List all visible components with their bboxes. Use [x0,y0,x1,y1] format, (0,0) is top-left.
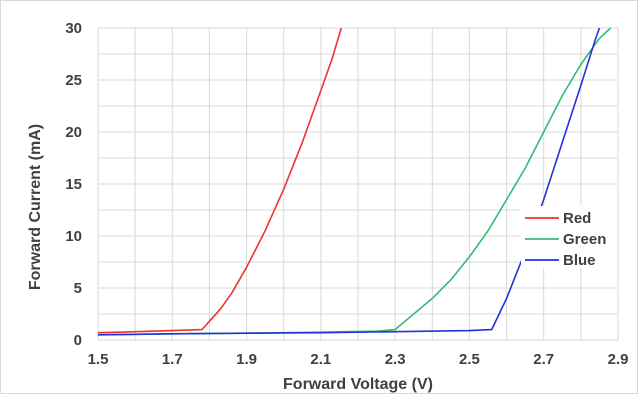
series-line-red [97,27,343,334]
x-tick-label: 2.5 [459,351,480,368]
legend-label-blue: Blue [563,252,596,269]
x-tick-label: 2.3 [385,351,406,368]
legend-background [521,206,617,268]
x-axis-title: Forward Voltage (V) [283,376,433,393]
legend-label-red: Red [563,210,591,227]
legend-label-green: Green [563,231,606,248]
y-axis-title: Forward Current (mA) [27,124,44,290]
y-tick-label: 20 [65,124,82,141]
y-tick-label: 5 [74,280,82,297]
series-lines [97,27,612,336]
x-tick-label: 1.7 [162,351,183,368]
x-tick-label: 1.9 [236,351,257,368]
y-tick-label: 25 [65,72,82,89]
series-line-blue [97,27,601,336]
y-tick-label: 0 [74,332,82,349]
y-tick-label: 10 [65,228,82,245]
x-tick-label: 2.7 [533,351,554,368]
x-tick-label: 2.1 [310,351,331,368]
gridlines [97,27,619,341]
y-tick-label: 30 [65,20,82,37]
x-tick-label: 1.5 [88,351,109,368]
legend: Red Green Blue [521,206,617,269]
y-tick-label: 15 [65,176,82,193]
x-tick-label: 2.9 [608,351,629,368]
tick-labels: 1.5 1.7 1.9 2.1 2.3 2.5 2.7 2.9 0 5 10 15 20 25 30 [65,20,628,368]
